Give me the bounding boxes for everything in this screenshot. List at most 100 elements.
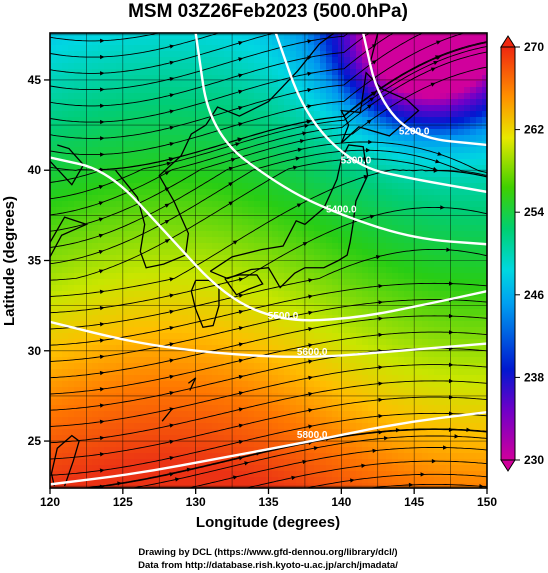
field-cell <box>278 219 285 226</box>
field-cell <box>248 333 255 340</box>
field-cell <box>296 429 303 436</box>
field-cell <box>392 165 399 172</box>
field-cell <box>410 171 417 178</box>
field-cell <box>368 339 375 346</box>
field-cell <box>380 363 387 370</box>
field-cell <box>446 435 453 442</box>
field-cell <box>386 135 393 142</box>
field-cell <box>86 411 93 418</box>
field-cell <box>200 279 207 286</box>
field-cell <box>140 429 147 436</box>
field-cell <box>272 129 279 136</box>
field-cell <box>380 201 387 208</box>
field-cell <box>152 39 159 46</box>
field-cell <box>242 273 249 280</box>
field-cell <box>446 333 453 340</box>
field-cell <box>164 369 171 376</box>
field-cell <box>416 279 423 286</box>
field-cell <box>170 129 177 136</box>
field-cell <box>350 159 357 166</box>
field-cell <box>236 51 243 58</box>
field-cell <box>464 171 471 178</box>
field-cell <box>152 243 159 250</box>
field-cell <box>272 123 279 130</box>
field-cell <box>182 183 189 190</box>
field-cell <box>206 51 213 58</box>
field-cell <box>452 411 459 418</box>
field-cell <box>476 303 483 310</box>
field-cell <box>434 273 441 280</box>
field-cell <box>470 345 477 352</box>
field-cell <box>374 183 381 190</box>
field-cell <box>98 225 105 232</box>
field-cell <box>404 93 411 100</box>
field-cell <box>92 237 99 244</box>
field-cell <box>452 135 459 142</box>
field-cell <box>218 339 225 346</box>
field-cell <box>80 435 87 442</box>
field-cell <box>176 369 183 376</box>
field-cell <box>50 375 57 382</box>
field-cell <box>92 231 99 238</box>
field-cell <box>98 195 105 202</box>
field-cell <box>482 159 487 166</box>
field-cell <box>386 381 393 388</box>
field-cell <box>464 399 471 406</box>
field-cell <box>266 375 273 382</box>
field-cell <box>290 417 297 424</box>
field-cell <box>308 81 315 88</box>
field-cell <box>224 249 231 256</box>
field-cell <box>350 363 357 370</box>
field-cell <box>416 69 423 76</box>
field-cell <box>410 375 417 382</box>
field-cell <box>104 351 111 358</box>
field-cell <box>470 201 477 208</box>
field-cell <box>92 93 99 100</box>
field-cell <box>398 345 405 352</box>
field-cell <box>272 81 279 88</box>
field-cell <box>284 147 291 154</box>
field-cell <box>206 141 213 148</box>
field-cell <box>458 237 465 244</box>
field-cell <box>200 255 207 262</box>
field-cell <box>482 417 487 424</box>
field-cell <box>110 51 117 58</box>
field-cell <box>482 321 487 328</box>
field-cell <box>242 375 249 382</box>
field-cell <box>146 237 153 244</box>
field-cell <box>158 63 165 70</box>
field-cell <box>398 93 405 100</box>
field-cell <box>296 357 303 364</box>
field-cell <box>320 153 327 160</box>
field-cell <box>140 117 147 124</box>
field-cell <box>464 177 471 184</box>
field-cell <box>230 309 237 316</box>
field-cell <box>92 339 99 346</box>
field-cell <box>326 213 333 220</box>
field-cell <box>452 99 459 106</box>
field-cell <box>416 327 423 334</box>
field-cell <box>362 315 369 322</box>
field-cell <box>428 381 435 388</box>
field-cell <box>398 303 405 310</box>
field-cell <box>170 423 177 430</box>
field-cell <box>284 405 291 412</box>
field-cell <box>296 213 303 220</box>
field-cell <box>440 333 447 340</box>
field-cell <box>302 279 309 286</box>
field-cell <box>464 63 471 70</box>
field-cell <box>302 297 309 304</box>
field-cell <box>434 255 441 262</box>
field-cell <box>200 141 207 148</box>
field-cell <box>416 357 423 364</box>
field-cell <box>110 309 117 316</box>
field-cell <box>80 171 87 178</box>
field-cell <box>368 387 375 394</box>
field-cell <box>242 327 249 334</box>
field-cell <box>386 417 393 424</box>
field-cell <box>56 81 63 88</box>
field-cell <box>104 45 111 52</box>
field-cell <box>272 357 279 364</box>
field-cell <box>302 381 309 388</box>
field-cell <box>314 171 321 178</box>
